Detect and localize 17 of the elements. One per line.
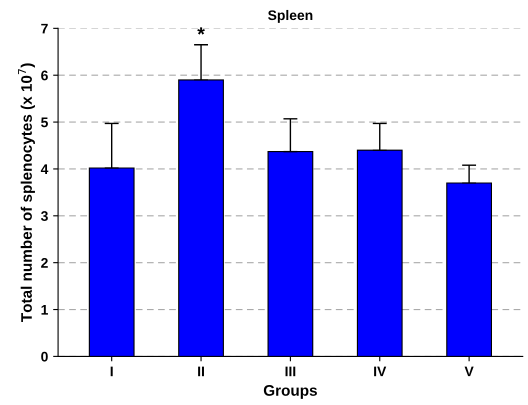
y-tick-label: 5: [41, 118, 48, 128]
y-tick-label: 2: [41, 258, 48, 268]
y-tick-label: 1: [42, 305, 48, 315]
y-tick-label: 3: [40, 211, 48, 221]
y-tick-label: 0: [41, 352, 48, 362]
annotation: *: [197, 27, 205, 35]
x-tick-label: V: [464, 366, 474, 376]
x-tick-label: I: [110, 366, 113, 376]
x-tick-label: II: [198, 366, 204, 376]
y-axis-title: Total number of splenocytes (x 10$^{7}$): [18, 63, 35, 322]
y-tick-label: 7: [41, 24, 48, 34]
x-tick-label: III: [286, 366, 296, 376]
x-axis-title: Groups: [264, 385, 317, 399]
y-tick-label: 4: [40, 164, 48, 174]
x-tick-label: IV: [374, 366, 386, 376]
chart-title: Spleen: [268, 10, 312, 23]
y-tick-label: 6: [41, 70, 48, 80]
